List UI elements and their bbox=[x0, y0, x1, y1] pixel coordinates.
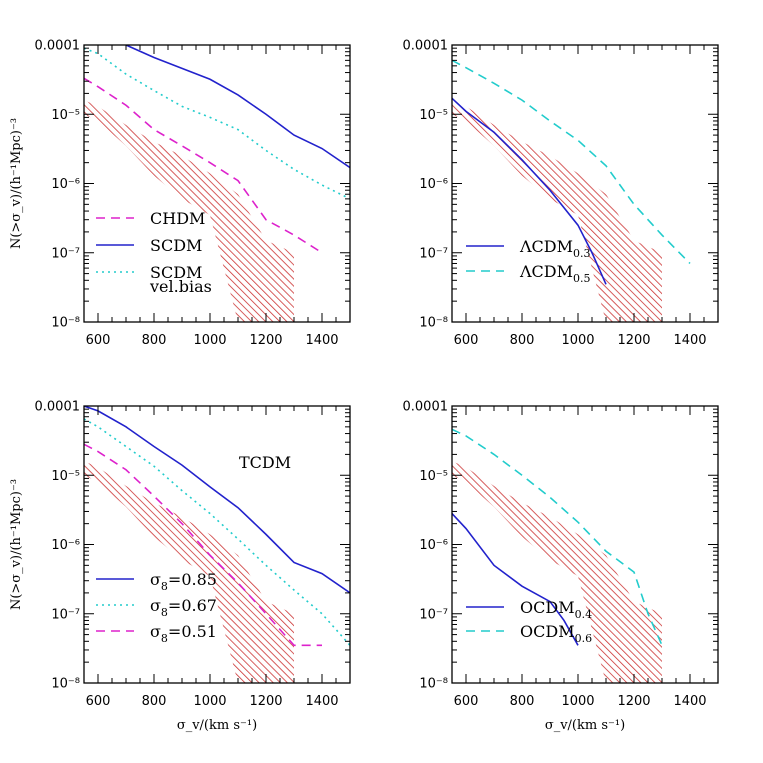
x-axis-label: σ_v/(km s⁻¹) bbox=[545, 718, 625, 733]
y-axis-label: N(>σ_v)/(h⁻¹Mpc)⁻³ bbox=[9, 118, 24, 249]
x-tick-label: 1000 bbox=[561, 694, 594, 709]
x-tick-label: 1200 bbox=[617, 694, 650, 709]
legend-label: OCDM0.6 bbox=[520, 622, 592, 645]
observed-band bbox=[452, 461, 662, 683]
panel-top-right: 600 800 1000 1200 1400 0.0001 10⁻⁵ 10⁻⁶ 10⁻⁷ 10⁻⁸… bbox=[403, 39, 719, 348]
y-tick-label: 10⁻⁷ bbox=[51, 607, 80, 622]
x-tick-label: 1200 bbox=[617, 333, 650, 348]
y-tick-label: 10⁻⁷ bbox=[419, 607, 448, 622]
x-tick-label: 600 bbox=[86, 694, 111, 709]
x-tick-label: 800 bbox=[510, 694, 535, 709]
legend-label-line2: vel.bias bbox=[149, 277, 212, 296]
y-tick-label: 0.0001 bbox=[35, 39, 81, 54]
x-tick-label: 600 bbox=[454, 333, 479, 348]
y-tick-label: 0.0001 bbox=[403, 39, 449, 54]
y-tick-label: 10⁻⁵ bbox=[419, 469, 448, 484]
y-tick-label: 10⁻⁸ bbox=[51, 316, 80, 331]
panel-bottom-right: 600 800 1000 1200 1400 0.0001 10⁻⁵ 10⁻⁶ 10⁻⁷ 10⁻⁸… bbox=[403, 400, 719, 733]
series-line-3 bbox=[84, 443, 322, 647]
y-tick-label: 10⁻⁵ bbox=[419, 108, 448, 123]
legend-label: SCDM bbox=[150, 263, 202, 282]
y-tick-label: 10⁻⁶ bbox=[419, 177, 448, 192]
plot-area bbox=[452, 428, 663, 683]
y-tick-label: 10⁻⁶ bbox=[51, 177, 80, 192]
x-tick-label: 1200 bbox=[249, 694, 282, 709]
series-line-2 bbox=[125, 45, 350, 169]
legend-label: σ8=0.51 bbox=[150, 622, 217, 645]
y-tick-label: 0.0001 bbox=[403, 400, 449, 415]
legend-label: ΛCDM0.3 bbox=[519, 237, 591, 260]
observed-band bbox=[84, 461, 294, 683]
series-line-2 bbox=[452, 59, 691, 265]
y-tick-label: 10⁻⁶ bbox=[419, 538, 448, 553]
x-tick-label: 600 bbox=[454, 694, 479, 709]
x-tick-label: 800 bbox=[510, 333, 535, 348]
x-tick-label: 1400 bbox=[673, 333, 706, 348]
y-tick-label: 10⁻⁸ bbox=[419, 316, 448, 331]
y-tick-label: 0.0001 bbox=[35, 400, 81, 415]
x-tick-label: 1400 bbox=[673, 694, 706, 709]
panels-group: 600 800 1000 1200 1400 0.0001 10⁻⁵ 10⁻⁶ 10⁻⁷ 10⁻⁸… bbox=[9, 39, 719, 733]
plot-area bbox=[84, 406, 350, 683]
plot-area bbox=[84, 45, 350, 322]
series-line-2 bbox=[84, 418, 350, 646]
legend-label: σ8=0.85 bbox=[150, 570, 217, 593]
y-axis-label: N(>σ_v)/(h⁻¹Mpc)⁻³ bbox=[9, 479, 24, 610]
legend-label: CHDM bbox=[150, 209, 205, 228]
y-tick-label: 10⁻⁵ bbox=[51, 108, 80, 123]
y-tick-label: 10⁻⁸ bbox=[419, 677, 448, 692]
series-line-1 bbox=[452, 512, 579, 646]
observed-band bbox=[84, 100, 294, 322]
panel-top-left: 600 800 1000 1200 1400 0.0001 10⁻⁵ 10⁻⁶ 10⁻⁷ 10⁻⁸… bbox=[9, 39, 351, 348]
panel-annotation: TCDM bbox=[239, 453, 291, 472]
x-tick-label: 1400 bbox=[305, 333, 338, 348]
legend-label: ΛCDM0.5 bbox=[519, 262, 591, 285]
series-line-1 bbox=[452, 97, 607, 285]
x-tick-label: 1000 bbox=[561, 333, 594, 348]
y-tick-label: 10⁻⁵ bbox=[51, 469, 80, 484]
x-tick-label: 1000 bbox=[193, 333, 226, 348]
series-line-1 bbox=[84, 77, 323, 254]
x-tick-label: 800 bbox=[142, 694, 167, 709]
y-tick-label: 10⁻⁸ bbox=[51, 677, 80, 692]
observed-band bbox=[452, 100, 662, 322]
y-tick-label: 10⁻⁷ bbox=[51, 246, 80, 261]
x-tick-label: 800 bbox=[142, 333, 167, 348]
x-tick-label: 1000 bbox=[193, 694, 226, 709]
y-tick-label: 10⁻⁷ bbox=[419, 246, 448, 261]
legend-label: σ8=0.67 bbox=[150, 596, 217, 619]
series-line-2 bbox=[452, 428, 663, 646]
series-line-1 bbox=[84, 406, 350, 594]
x-tick-label: 600 bbox=[86, 333, 111, 348]
series-line-3 bbox=[84, 47, 350, 200]
x-tick-label: 1400 bbox=[305, 694, 338, 709]
panel-bottom-left: 600 800 1000 1200 1400 0.0001 10⁻⁵ 10⁻⁶ 10⁻⁷ 10⁻⁸… bbox=[9, 400, 351, 733]
legend-label: SCDM bbox=[150, 236, 202, 255]
plot-area bbox=[452, 59, 691, 322]
legend-label: OCDM0.4 bbox=[520, 598, 592, 621]
x-axis-label: σ_v/(km s⁻¹) bbox=[177, 718, 257, 733]
y-tick-label: 10⁻⁶ bbox=[51, 538, 80, 553]
x-tick-label: 1200 bbox=[249, 333, 282, 348]
